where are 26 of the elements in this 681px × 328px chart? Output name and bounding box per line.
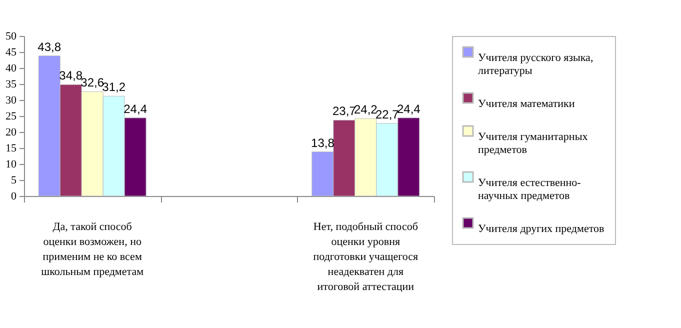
data-label: 22,7: [375, 107, 400, 122]
y-tick-label: 45: [6, 46, 17, 58]
legend-label: Учителя гуманитарных предметов: [478, 131, 588, 156]
y-tick-label: 20: [6, 126, 17, 138]
data-label: 24,2: [354, 102, 378, 117]
y-tick-label: 25: [6, 110, 17, 122]
data-label: 24,4: [124, 102, 148, 116]
data-label: 31,2: [102, 80, 126, 94]
legend-label: Учителя математики: [478, 98, 575, 110]
y-tick-label: 50: [6, 30, 17, 42]
data-label: 34,8: [59, 68, 83, 83]
legend-label: Учителя других предметов: [478, 223, 604, 235]
x-tick-label: Да, такой способ оценки возможен, но применим не ко всем школьным предметам: [41, 221, 144, 278]
y-tick-label: 30: [6, 94, 17, 106]
y-tick-label: 0: [11, 190, 17, 202]
data-label: 43,8: [38, 40, 62, 54]
y-tick-label: 15: [6, 142, 17, 154]
legend-label: Учителя русского языка, литературы: [478, 52, 594, 77]
data-label: 24,4: [396, 102, 421, 116]
x-tick-label: Нет, подобный способ оценки уровня подготовки учащегося неадекватен для итоговой аттестации: [313, 221, 418, 293]
y-tick-label: 10: [6, 158, 17, 170]
y-tick-label: 35: [6, 78, 17, 90]
data-label: 23,7: [332, 104, 356, 118]
y-tick-label: 5: [11, 174, 17, 186]
legend-label: Учителя естественно-научных предметов: [478, 177, 582, 202]
y-tick-label: 40: [6, 62, 17, 74]
